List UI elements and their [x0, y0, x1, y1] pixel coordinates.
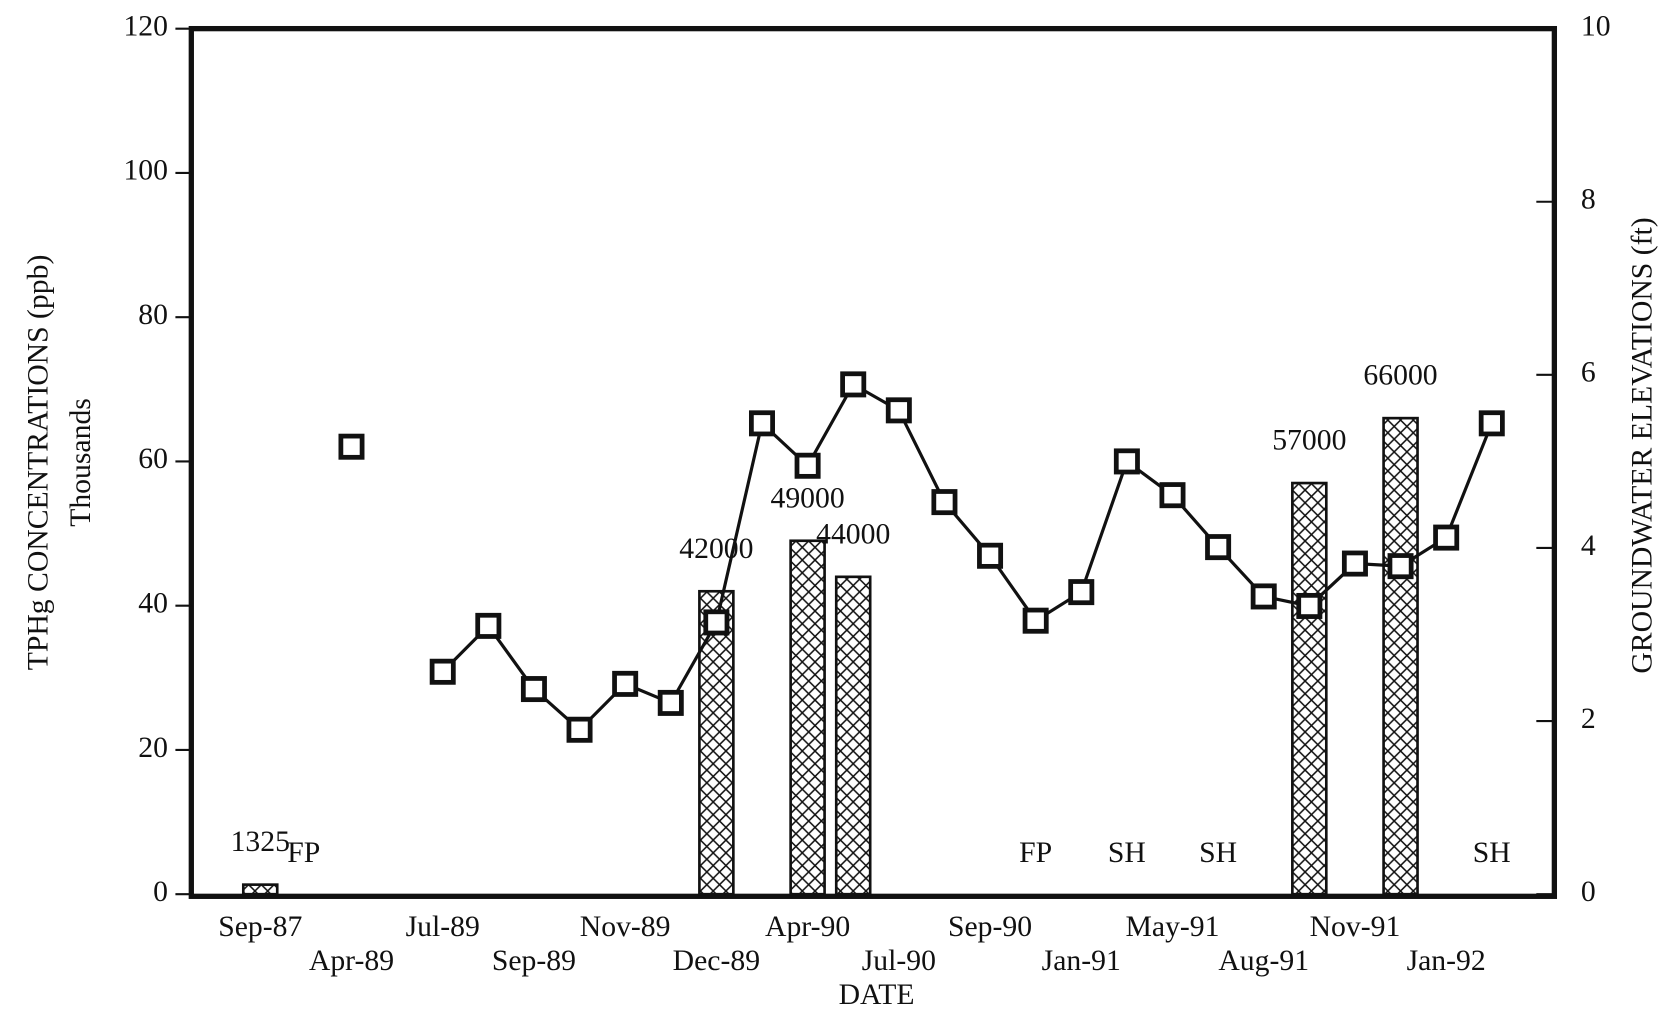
y-axis-sublabel: Thousands [65, 398, 97, 527]
line-marker [475, 612, 502, 639]
line-marker [1250, 583, 1277, 610]
line-marker [1296, 592, 1323, 619]
plot-frame [188, 25, 1558, 899]
y2-axis-label: GROUNDWATER ELEVATIONS (ft) [1626, 217, 1658, 673]
line-marker [338, 433, 365, 460]
x-tick-label: Aug-91 [1218, 945, 1309, 977]
line-marker [931, 489, 958, 516]
bar [698, 589, 735, 896]
y-tick-label: 0 [153, 876, 168, 908]
bar-value-label: 57000 [1272, 425, 1346, 457]
line-marker [1387, 553, 1414, 580]
line-marker [1478, 410, 1505, 437]
y-tick-label: 40 [138, 587, 168, 619]
line-marker [885, 397, 912, 424]
bar [834, 575, 872, 896]
y2-tick-label: 6 [1581, 357, 1596, 389]
bar [241, 883, 279, 896]
y-tick-label: 20 [138, 732, 168, 764]
line-marker [1068, 579, 1095, 606]
y-axis-label: TPHg CONCENTRATIONS (ppb) [23, 255, 55, 671]
y2-tick-label: 8 [1581, 184, 1596, 216]
bar [789, 539, 826, 896]
x-axis-label: DATE [839, 979, 915, 1011]
y2-tick-label: 4 [1581, 530, 1596, 562]
x-tick-label: Jan-91 [1042, 945, 1121, 977]
x-tick-label: Jul-90 [862, 945, 936, 977]
bar [1382, 416, 1419, 896]
line-marker [703, 609, 730, 636]
x-tick-label: Nov-91 [1310, 911, 1401, 943]
annotation: FP [287, 837, 320, 869]
line-marker [1113, 448, 1140, 475]
line-marker [612, 670, 639, 697]
bar [1291, 481, 1328, 896]
x-tick-label: Sep-89 [492, 945, 576, 977]
y-tick-label: 60 [138, 443, 168, 475]
x-tick-label: Dec-89 [673, 945, 760, 977]
line-marker [977, 542, 1004, 569]
y2-tick-label: 2 [1581, 703, 1596, 735]
line-marker [1205, 534, 1232, 561]
x-tick-label: Jan-92 [1407, 945, 1486, 977]
y2-tick-label: 0 [1581, 876, 1596, 908]
line-marker [429, 658, 456, 685]
x-tick-label: May-91 [1125, 911, 1219, 943]
y2-tick-label: 10 [1581, 10, 1611, 42]
bar-value-label: 42000 [679, 533, 753, 565]
line-marker [748, 410, 775, 437]
annotation: FP [1019, 837, 1052, 869]
x-tick-label: Sep-87 [218, 911, 302, 943]
x-tick-label: Apr-89 [309, 945, 394, 977]
annotation: SH [1473, 837, 1511, 869]
x-tick-label: Jul-89 [406, 911, 480, 943]
annotation: SH [1108, 837, 1146, 869]
x-tick-label: Apr-90 [765, 911, 850, 943]
bar-value-label: 49000 [770, 482, 844, 514]
line-marker [1341, 550, 1368, 577]
annotation: SH [1199, 837, 1237, 869]
line-marker [840, 371, 867, 398]
line-marker [520, 676, 547, 703]
x-tick-label: Sep-90 [948, 911, 1032, 943]
line-marker [1159, 482, 1186, 509]
y-tick-label: 80 [138, 299, 168, 331]
y-tick-label: 100 [123, 155, 168, 187]
line-marker [1433, 524, 1460, 551]
line-marker [1022, 607, 1049, 634]
bar-value-label: 1325 [231, 826, 290, 858]
line-marker [794, 452, 821, 479]
x-tick-label: Nov-89 [580, 911, 671, 943]
bar-value-label: 66000 [1363, 360, 1437, 392]
line-marker [657, 689, 684, 716]
y-tick-label: 120 [123, 10, 168, 42]
bar-value-label: 44000 [816, 518, 890, 550]
line-marker [566, 716, 593, 743]
